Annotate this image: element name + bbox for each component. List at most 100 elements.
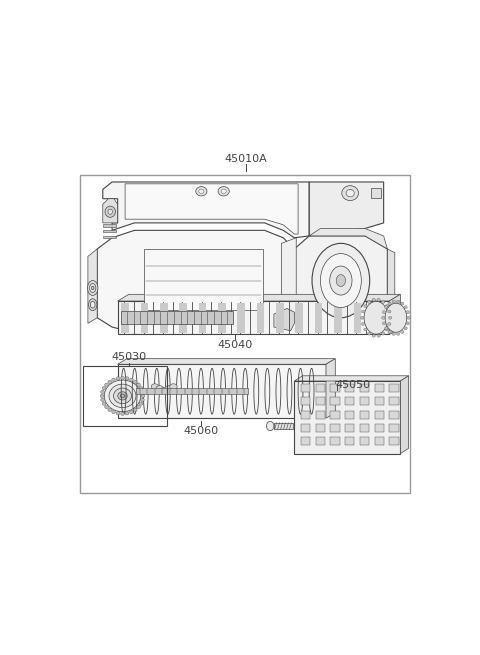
- Ellipse shape: [377, 298, 380, 301]
- Bar: [330, 411, 340, 419]
- Bar: [345, 411, 354, 419]
- Ellipse shape: [372, 298, 375, 301]
- Text: 45040: 45040: [217, 341, 252, 350]
- Ellipse shape: [388, 310, 391, 313]
- Bar: [301, 384, 311, 392]
- Ellipse shape: [385, 328, 389, 331]
- Polygon shape: [365, 249, 395, 331]
- Bar: [118, 364, 326, 418]
- Ellipse shape: [133, 408, 137, 411]
- Ellipse shape: [141, 394, 145, 398]
- Bar: [360, 437, 369, 445]
- Ellipse shape: [361, 322, 365, 326]
- Ellipse shape: [118, 392, 127, 400]
- Bar: [389, 424, 398, 432]
- Bar: [389, 384, 398, 392]
- Bar: [199, 303, 206, 333]
- Bar: [315, 303, 322, 333]
- Bar: [160, 303, 168, 333]
- Ellipse shape: [116, 411, 120, 415]
- Ellipse shape: [384, 327, 388, 329]
- Ellipse shape: [383, 322, 386, 325]
- Bar: [360, 398, 369, 405]
- Text: 45010A: 45010A: [225, 154, 267, 164]
- Ellipse shape: [91, 286, 94, 290]
- Ellipse shape: [100, 394, 104, 398]
- Ellipse shape: [101, 398, 105, 402]
- Ellipse shape: [364, 301, 388, 334]
- Ellipse shape: [404, 306, 407, 309]
- Ellipse shape: [125, 377, 129, 380]
- Ellipse shape: [108, 209, 112, 214]
- Text: 45050: 45050: [335, 381, 371, 390]
- Bar: [316, 424, 325, 432]
- Bar: [276, 303, 284, 333]
- Ellipse shape: [165, 386, 172, 391]
- Bar: [345, 424, 354, 432]
- Bar: [389, 398, 398, 405]
- Polygon shape: [103, 198, 118, 223]
- Ellipse shape: [199, 189, 204, 193]
- Bar: [103, 230, 116, 232]
- Ellipse shape: [113, 388, 132, 403]
- Ellipse shape: [156, 386, 163, 391]
- Ellipse shape: [360, 316, 364, 319]
- Ellipse shape: [330, 266, 352, 295]
- Ellipse shape: [377, 334, 380, 337]
- Bar: [330, 437, 340, 445]
- Ellipse shape: [108, 408, 111, 411]
- Bar: [294, 381, 400, 453]
- Ellipse shape: [401, 330, 404, 333]
- Polygon shape: [274, 309, 294, 331]
- Ellipse shape: [90, 284, 96, 293]
- Bar: [334, 303, 342, 333]
- Ellipse shape: [321, 253, 361, 308]
- Ellipse shape: [105, 405, 108, 409]
- Ellipse shape: [139, 402, 143, 405]
- Polygon shape: [103, 182, 309, 238]
- Ellipse shape: [346, 189, 354, 197]
- Ellipse shape: [383, 310, 386, 314]
- Bar: [316, 398, 325, 405]
- Ellipse shape: [160, 388, 168, 393]
- Ellipse shape: [385, 303, 407, 332]
- Ellipse shape: [112, 410, 116, 414]
- Ellipse shape: [170, 384, 177, 389]
- Ellipse shape: [139, 386, 143, 390]
- Ellipse shape: [87, 280, 98, 295]
- Bar: [353, 303, 361, 333]
- Polygon shape: [326, 359, 335, 418]
- Ellipse shape: [104, 380, 141, 412]
- Text: 45060: 45060: [184, 426, 219, 436]
- Bar: [180, 303, 187, 333]
- Ellipse shape: [120, 377, 124, 380]
- Ellipse shape: [125, 411, 129, 415]
- Bar: [374, 424, 384, 432]
- Ellipse shape: [368, 301, 371, 303]
- Bar: [136, 388, 248, 394]
- Ellipse shape: [101, 390, 105, 394]
- Ellipse shape: [364, 305, 367, 308]
- Bar: [389, 437, 398, 445]
- Ellipse shape: [401, 302, 404, 305]
- Ellipse shape: [266, 421, 274, 430]
- Ellipse shape: [105, 383, 108, 386]
- Ellipse shape: [407, 316, 410, 319]
- Polygon shape: [88, 249, 97, 324]
- Ellipse shape: [105, 206, 115, 217]
- Bar: [257, 303, 264, 333]
- Bar: [374, 398, 384, 405]
- Ellipse shape: [312, 244, 370, 318]
- Ellipse shape: [368, 332, 371, 335]
- Ellipse shape: [108, 381, 111, 384]
- Ellipse shape: [364, 328, 367, 331]
- Ellipse shape: [151, 384, 158, 389]
- Ellipse shape: [112, 378, 116, 381]
- Ellipse shape: [109, 384, 136, 407]
- Polygon shape: [400, 376, 408, 453]
- Polygon shape: [309, 229, 387, 249]
- Ellipse shape: [372, 334, 375, 337]
- Bar: [301, 437, 311, 445]
- Ellipse shape: [388, 302, 391, 305]
- Ellipse shape: [336, 274, 346, 286]
